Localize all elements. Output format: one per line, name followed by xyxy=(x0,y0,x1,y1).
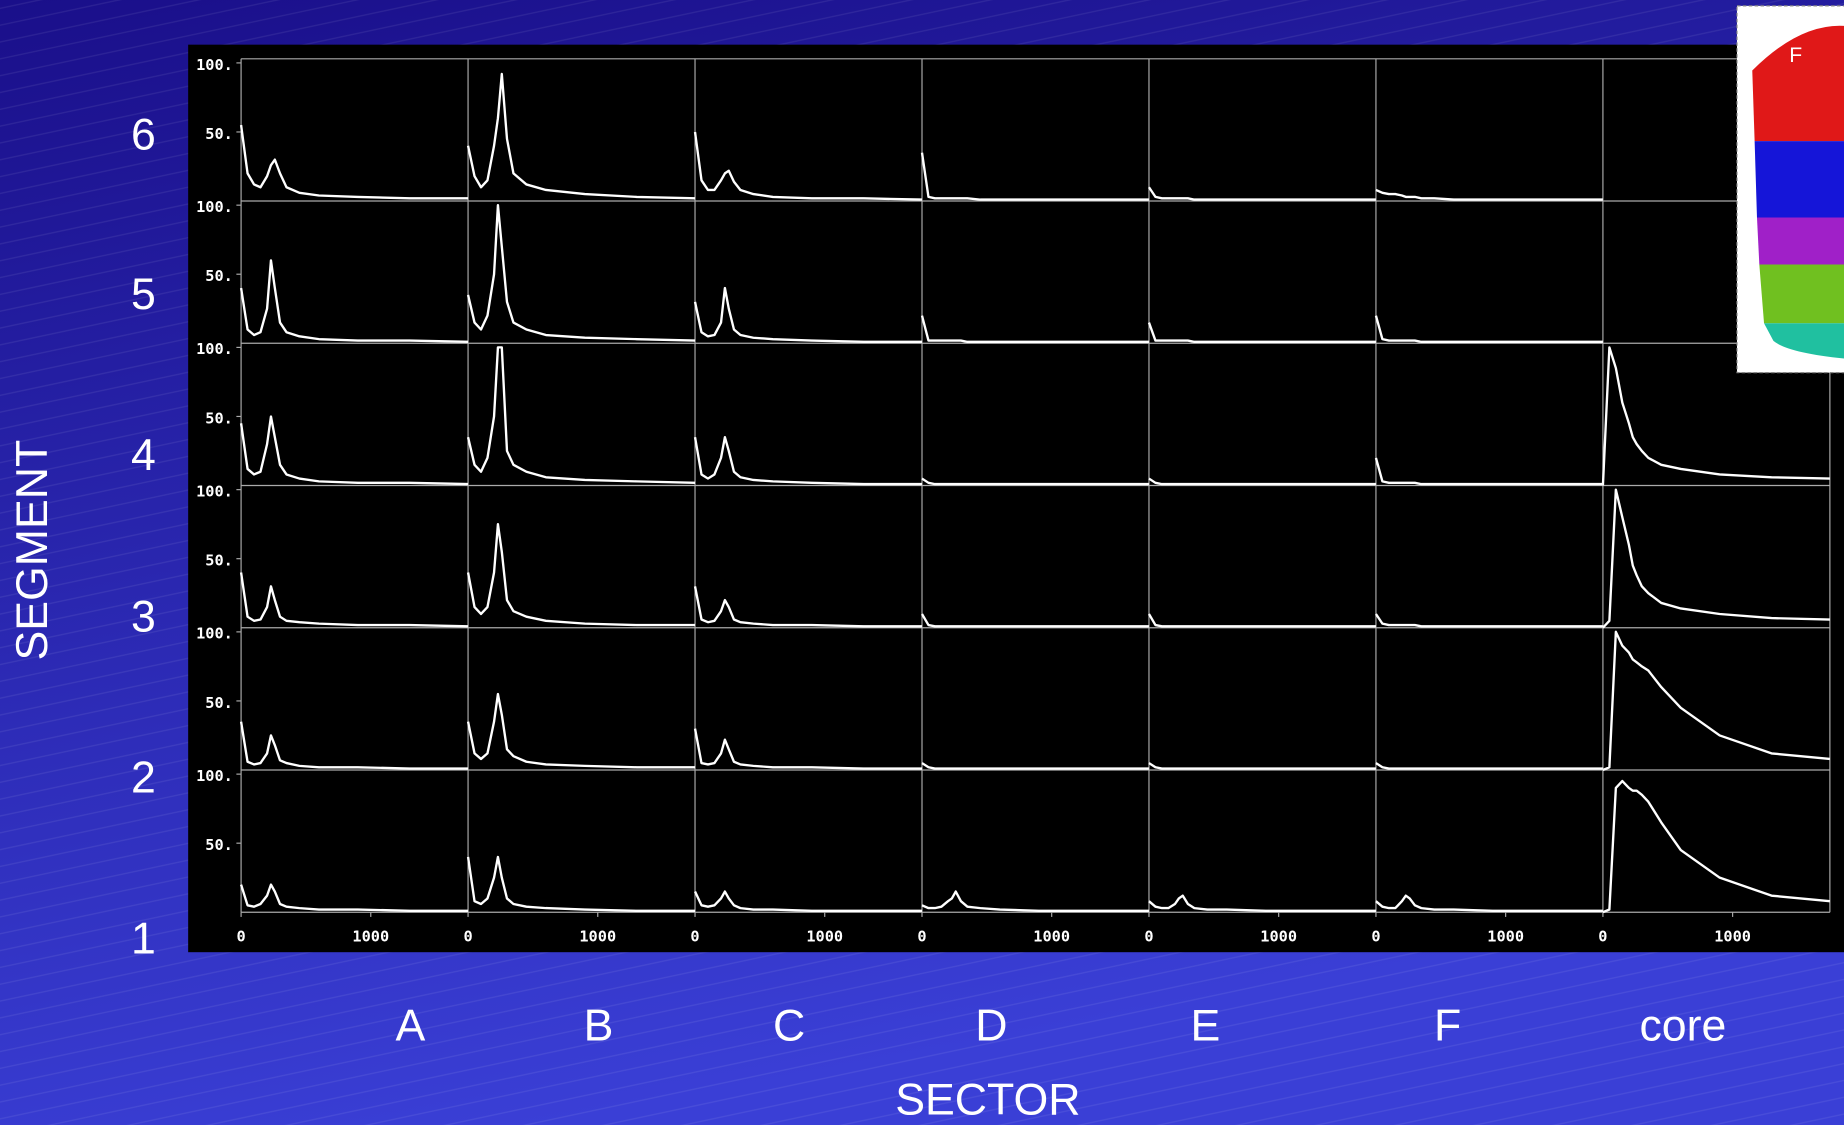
y-tick-label: 50. xyxy=(205,409,233,427)
spectrum xyxy=(1374,457,1603,486)
x-tick-label: 0 xyxy=(1371,927,1380,945)
spectrum xyxy=(693,286,922,344)
row-label: 6 xyxy=(131,110,156,159)
spectrum xyxy=(921,762,1149,770)
spectrum xyxy=(1147,613,1376,628)
spectrum xyxy=(693,890,922,912)
spectrum xyxy=(1147,322,1376,344)
x-tick-label: 1000 xyxy=(1033,927,1070,945)
row-label: 2 xyxy=(131,753,156,802)
y-tick-label: 50. xyxy=(205,125,233,143)
spectrum xyxy=(466,855,696,912)
column-label: B xyxy=(584,1001,614,1050)
spectrum xyxy=(239,124,469,200)
spectrum xyxy=(1147,186,1376,201)
x-axis-title: SECTOR xyxy=(895,1075,1080,1124)
spectrum xyxy=(693,131,923,201)
spectrum xyxy=(466,346,696,484)
y-tick-label: 100. xyxy=(196,340,233,358)
x-tick-label: 1000 xyxy=(352,927,389,945)
spectrum xyxy=(466,523,696,627)
x-tick-label: 1000 xyxy=(579,927,616,945)
x-tick-label: 0 xyxy=(917,927,926,945)
spectrum xyxy=(693,728,922,770)
spectrum xyxy=(1375,762,1603,770)
spectrum xyxy=(239,721,469,770)
spectrum xyxy=(1148,477,1376,486)
y-tick-label: 100. xyxy=(196,482,233,500)
spectrum xyxy=(1148,762,1376,770)
spectrum xyxy=(239,883,469,912)
spectrum xyxy=(1148,894,1376,912)
y-tick-label: 50. xyxy=(205,552,233,570)
y-tick-label: 50. xyxy=(205,694,233,712)
column-label: C xyxy=(773,1001,805,1050)
row-label: 5 xyxy=(131,270,156,319)
spectrum xyxy=(921,890,1149,912)
inset-label: F xyxy=(1789,44,1802,67)
x-tick-label: 1000 xyxy=(1714,927,1751,945)
spectrum xyxy=(920,152,1149,201)
spectrum xyxy=(920,315,1149,344)
y-axis-title: SEGMENT xyxy=(8,440,57,661)
spectrum xyxy=(239,259,469,344)
spectrum xyxy=(1602,488,1830,629)
column-label: A xyxy=(396,1001,426,1050)
spectrum xyxy=(920,613,1149,628)
x-tick-label: 1000 xyxy=(806,927,843,945)
x-tick-label: 1000 xyxy=(1487,927,1524,945)
spectrum xyxy=(239,572,469,628)
spectrum xyxy=(239,415,469,486)
x-tick-label: 0 xyxy=(236,927,245,945)
row-label: 3 xyxy=(131,592,156,641)
x-tick-label: 0 xyxy=(690,927,699,945)
x-tick-label: 0 xyxy=(1598,927,1607,945)
column-label: D xyxy=(975,1001,1007,1050)
inset-image: F xyxy=(1736,5,1844,374)
y-tick-label: 100. xyxy=(196,625,233,643)
spectrum xyxy=(1601,346,1830,486)
y-tick-label: 100. xyxy=(196,767,233,785)
row-label: 4 xyxy=(131,431,156,480)
column-label: core xyxy=(1639,1001,1726,1050)
x-tick-label: 0 xyxy=(1144,927,1153,945)
row-label: 1 xyxy=(131,914,156,963)
spectrum xyxy=(921,477,1149,486)
spectrum xyxy=(466,692,696,769)
plot-area xyxy=(188,44,1844,953)
y-tick-label: 50. xyxy=(205,836,233,854)
spectrum xyxy=(1374,613,1603,628)
spectrum xyxy=(1602,779,1830,914)
column-label: F xyxy=(1434,1001,1461,1050)
column-label: E xyxy=(1191,1001,1221,1050)
y-tick-label: 100. xyxy=(196,56,233,74)
spectrum xyxy=(693,586,922,628)
spectrum xyxy=(1375,188,1603,201)
x-tick-label: 1000 xyxy=(1260,927,1297,945)
y-tick-label: 50. xyxy=(205,267,233,285)
spectrum xyxy=(466,203,696,342)
spectrum xyxy=(1374,315,1603,344)
spectrum xyxy=(1375,894,1603,912)
spectrum xyxy=(693,436,922,486)
spectrum xyxy=(466,72,696,200)
y-tick-label: 100. xyxy=(196,198,233,216)
x-tick-label: 0 xyxy=(463,927,472,945)
spectrum xyxy=(1602,630,1830,772)
